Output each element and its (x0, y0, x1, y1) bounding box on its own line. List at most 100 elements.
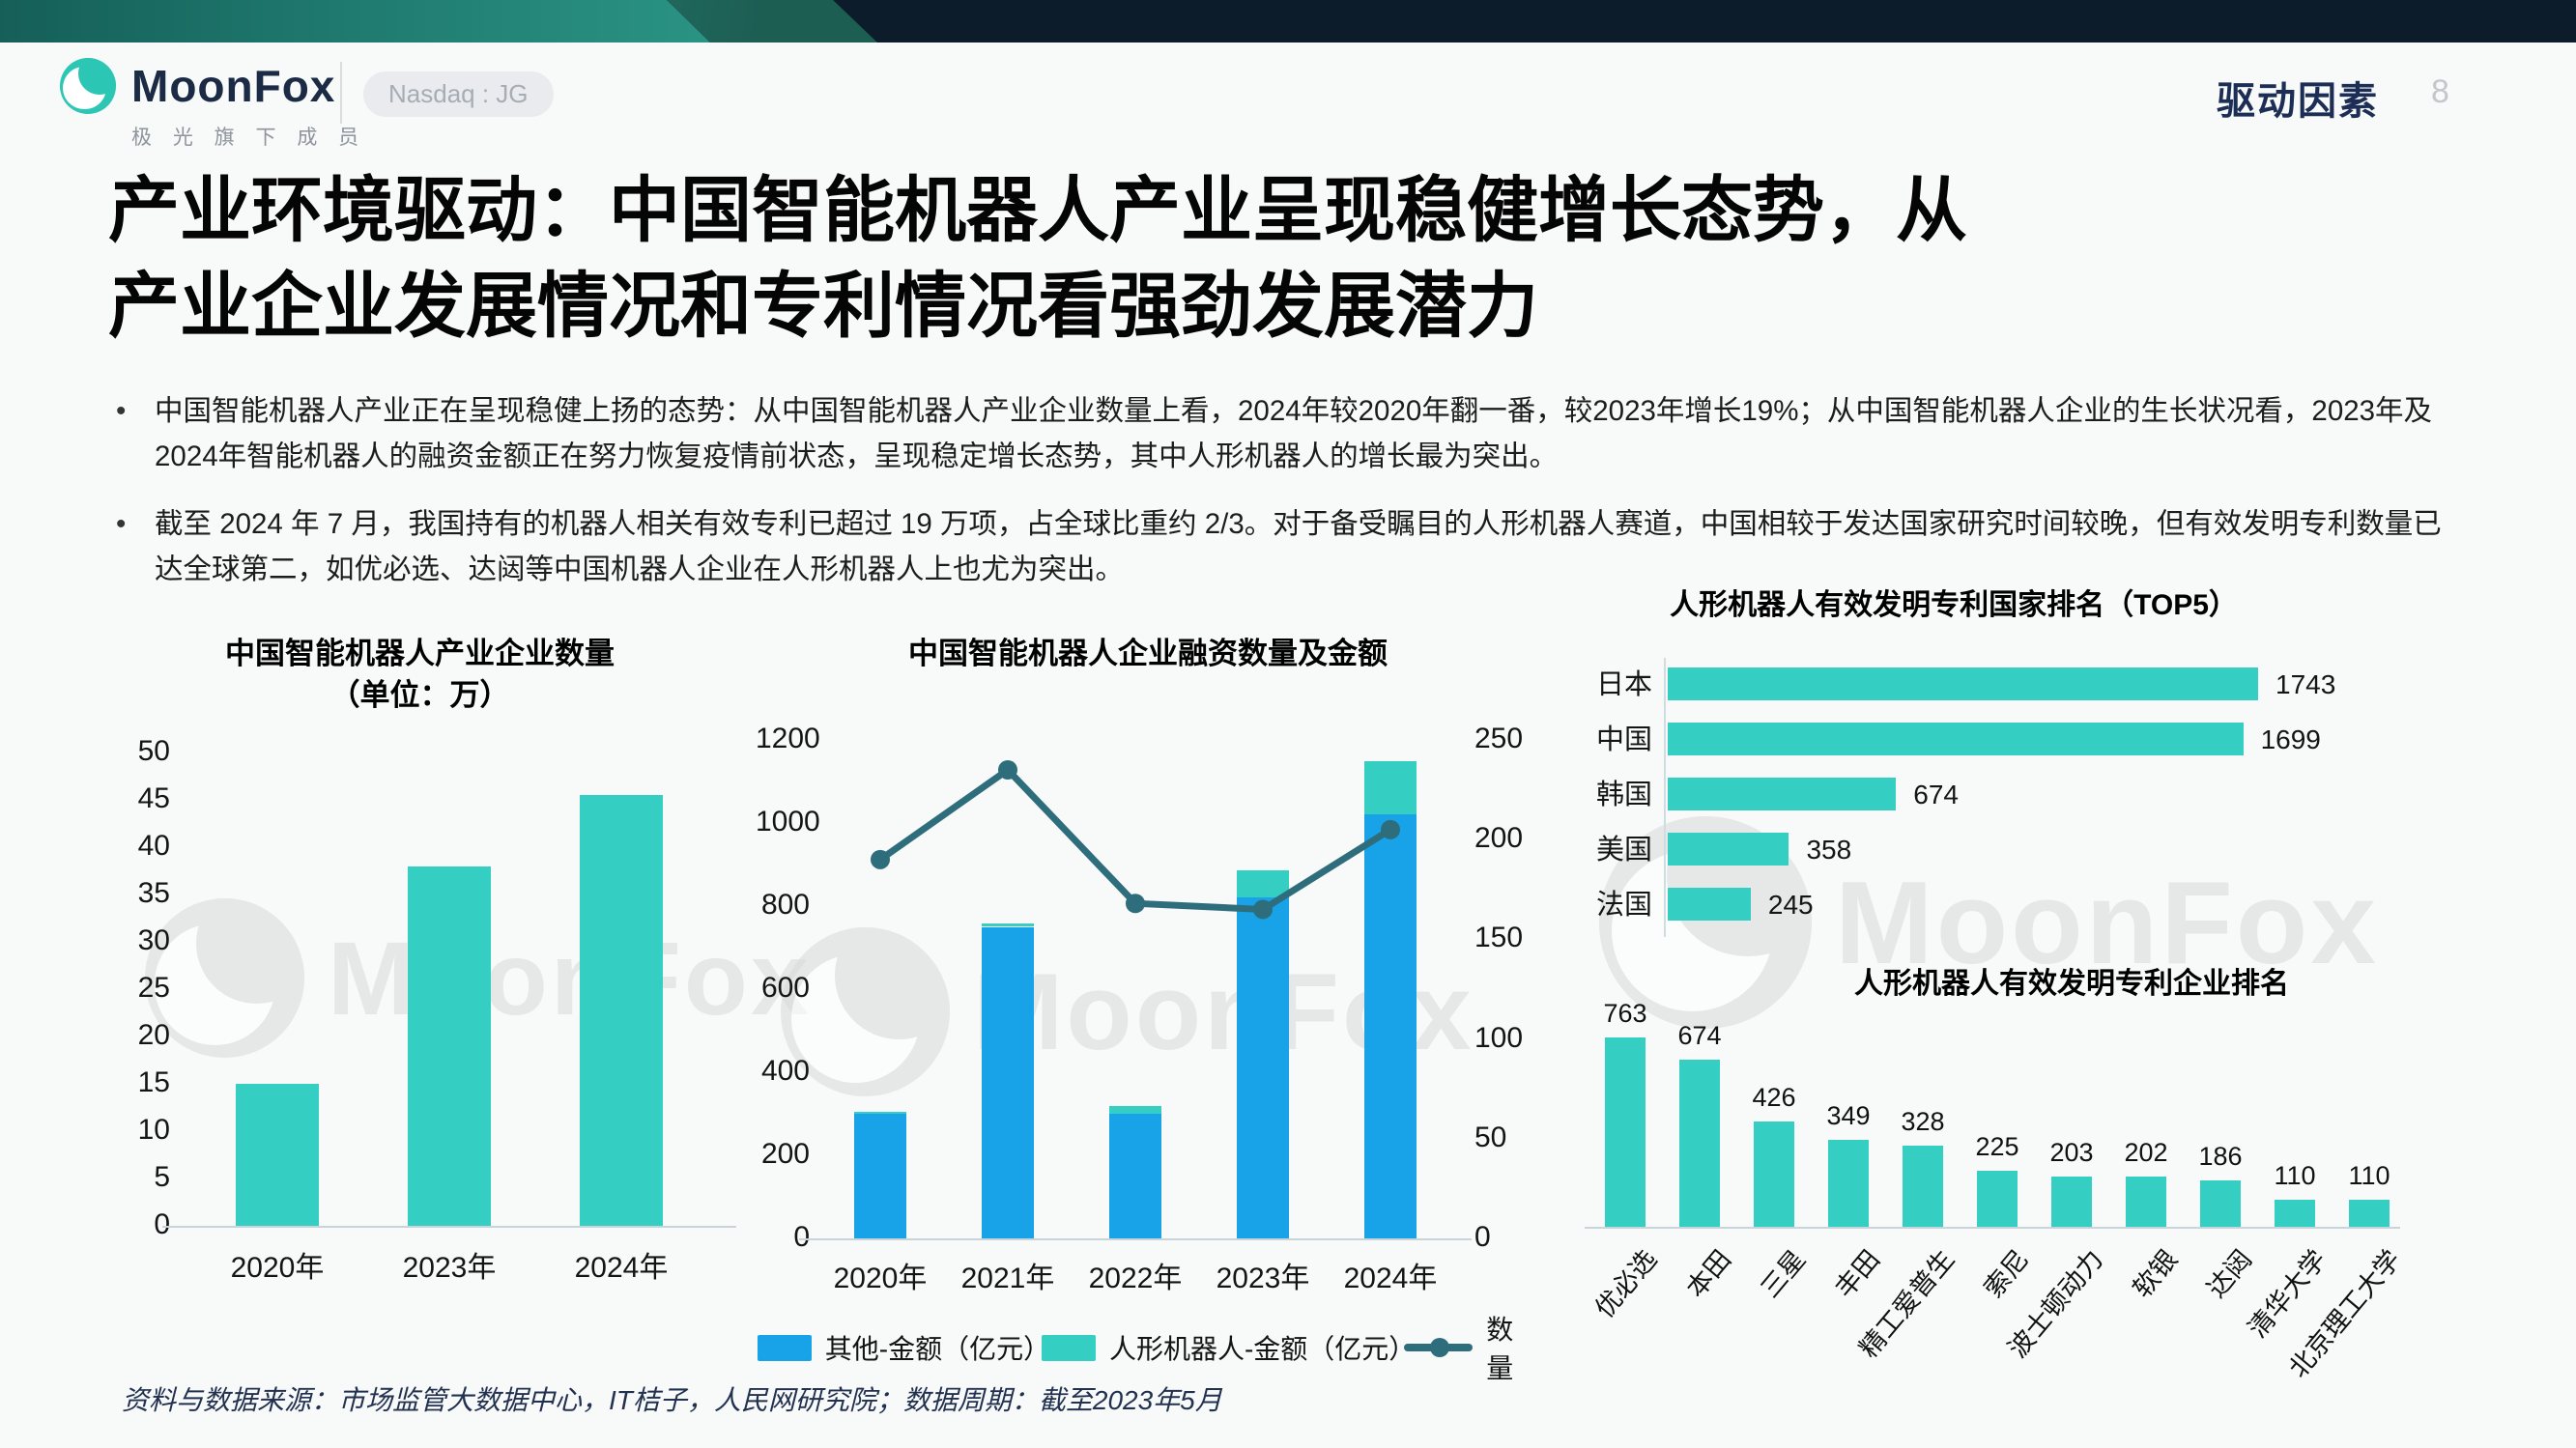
x-axis-line (1585, 1227, 2400, 1229)
x-axis-label: 2020年 (833, 1263, 928, 1294)
bar (1679, 1059, 1720, 1227)
country-label: 法国 (1596, 890, 1653, 921)
right-axis-tick: 200 (1474, 822, 1524, 855)
value-label: 1743 (2275, 669, 2336, 699)
bar (2126, 1177, 2166, 1227)
section-label: 驱动因素 (2217, 80, 2379, 123)
category-label: 三星 (1755, 1244, 1812, 1304)
legend-item-other: 其他-金额（亿元） (758, 1328, 1051, 1367)
bar-humanoid-amount (854, 1111, 906, 1114)
right-axis-tick: 50 (1474, 1121, 1507, 1153)
bullet-item: • 中国智能机器人产业正在呈现稳健上扬的态势：从中国智能机器人产业企业数量上看，… (116, 389, 2464, 479)
y-axis-tick: 20 (137, 1019, 170, 1051)
chart-patent-countries: 人形机器人有效发明专利国家排名（TOP5） 日本 1743 中国 1699 韩国 674 美… (1596, 585, 2562, 958)
x-axis-label: 2022年 (1088, 1263, 1183, 1294)
bullet-marker: • (116, 395, 127, 427)
patent-companies-plot: 763 优必选 674 本田 426 三星 349 丰田 328 精工爱普生 225 索尼 203 波士顿… (1567, 956, 2576, 1444)
bullet-text: 中国智能机器人产业正在呈现稳健上扬的态势：从中国智能机器人产业企业数量上看，20… (155, 395, 2433, 472)
bullet-marker: • (116, 508, 127, 541)
x-axis-label: 2021年 (960, 1263, 1055, 1294)
bar-humanoid-amount (1364, 760, 1417, 815)
line-marker (871, 849, 890, 869)
value-label: 674 (1677, 1020, 1722, 1050)
bar-other-amount (982, 926, 1034, 1238)
left-axis-tick: 400 (760, 1055, 810, 1087)
value-label: 358 (1806, 835, 1852, 865)
bar-other-amount (854, 1114, 906, 1238)
bar (408, 866, 491, 1226)
banner-teal-shape (0, 0, 710, 43)
y-axis-tick: 5 (154, 1161, 170, 1193)
right-axis-tick: 250 (1474, 723, 1524, 754)
category-label: 索尼 (1978, 1244, 2035, 1304)
value-label: 110 (2274, 1160, 2316, 1190)
bar-other-amount (1109, 1114, 1161, 1238)
y-axis-tick: 0 (154, 1208, 170, 1240)
y-axis-tick: 10 (137, 1114, 170, 1146)
legend-label: 其他-金额（亿元） (824, 1334, 1051, 1364)
chart-title: 人形机器人有效发明专利国家排名（TOP5） (1670, 589, 2238, 621)
legend-line-dot (1430, 1338, 1450, 1357)
bar-humanoid-amount (982, 923, 1034, 927)
left-axis-tick: 1000 (756, 806, 820, 838)
y-axis-tick: 50 (137, 735, 170, 767)
value-label: 674 (1913, 780, 1959, 809)
bar-humanoid-amount (1109, 1106, 1161, 1114)
legend-line-swatch (1404, 1338, 1474, 1357)
legend-swatch-blue (758, 1334, 812, 1361)
y-axis-tick: 45 (137, 782, 170, 814)
bar (1668, 888, 1751, 921)
x-axis-label: 2023年 (402, 1252, 497, 1284)
chart-company-count: 中国智能机器人产业企业数量 （单位：万） 0 5 10 15 20 25 30 35 40 45 5… (108, 633, 736, 1309)
moonfox-logo-icon (60, 58, 116, 114)
chart-funding: 中国智能机器人企业融资数量及金额 0 200 400 600 800 1000 1200 0 5… (756, 633, 1540, 1383)
bar (1668, 723, 2244, 755)
category-label: 丰田 (1829, 1244, 1886, 1304)
bar (1605, 1037, 1646, 1227)
bar-other-amount (1364, 814, 1417, 1238)
value-label: 202 (2124, 1138, 2168, 1168)
legend-label: 数量 (1486, 1315, 1514, 1383)
bar (1977, 1171, 2018, 1227)
nasdaq-badge: Nasdaq : JG (363, 71, 554, 117)
logo-crescent-cut (77, 58, 116, 96)
value-label: 328 (1901, 1106, 1945, 1136)
bar (1668, 833, 1789, 866)
bar (1668, 778, 1897, 810)
bar (1754, 1121, 1794, 1227)
category-label: 达闼 (2201, 1244, 2258, 1304)
legend-swatch-teal (1042, 1334, 1096, 1361)
x-axis-label: 2024年 (1343, 1263, 1438, 1294)
logo-subtext: 极 光 旗 下 成 员 (131, 127, 367, 149)
value-label: 225 (1975, 1132, 2019, 1162)
y-axis-tick: 15 (137, 1066, 170, 1098)
bar (236, 1084, 319, 1226)
funding-plot: 0 200 400 600 800 1000 1200 0 50 100 150 200 250 2020… (756, 723, 1540, 1304)
bar (2051, 1176, 2092, 1227)
chart-patent-companies: 人形机器人有效发明专利企业排名 763 优必选 674 本田 426 三星 349 丰田 328… (1567, 956, 2576, 1444)
value-label: 110 (2348, 1160, 2390, 1190)
value-label: 426 (1752, 1082, 1796, 1112)
value-label: 1699 (2260, 724, 2321, 754)
country-label: 日本 (1596, 669, 1653, 700)
bullet-text: 截至 2024 年 7 月，我国持有的机器人相关有效专利已超过 19 万项，占全… (155, 508, 2442, 585)
bar (2275, 1199, 2315, 1227)
bullet-item: • 截至 2024 年 7 月，我国持有的机器人相关有效专利已超过 19 万项，… (116, 502, 2464, 592)
chart-title: 中国智能机器人企业融资数量及金额 (908, 637, 1388, 670)
y-axis-tick: 35 (137, 877, 170, 909)
page-title: 产业环境驱动：中国智能机器人产业呈现稳健增长态势，从 产业企业发展情况和专利情况… (108, 162, 2504, 354)
bullet-list: • 中国智能机器人产业正在呈现稳健上扬的态势：从中国智能机器人产业企业数量上看，… (116, 389, 2464, 615)
value-label: 245 (1767, 890, 1814, 920)
left-axis-tick: 1200 (756, 723, 820, 754)
right-axis-tick: 150 (1474, 922, 1524, 954)
left-axis-tick: 200 (760, 1138, 810, 1170)
x-axis-line (799, 1238, 1472, 1240)
value-label: 203 (2049, 1137, 2094, 1167)
bar (2200, 1180, 2241, 1227)
chart-title: 人形机器人有效发明专利企业排名 (1854, 968, 2289, 1000)
legend-item-count: 数量 (1404, 1309, 1538, 1386)
x-axis-line (162, 1226, 736, 1228)
x-axis-label: 2023年 (1216, 1263, 1310, 1294)
top-banner (0, 0, 2576, 43)
left-axis-tick: 800 (760, 889, 810, 921)
